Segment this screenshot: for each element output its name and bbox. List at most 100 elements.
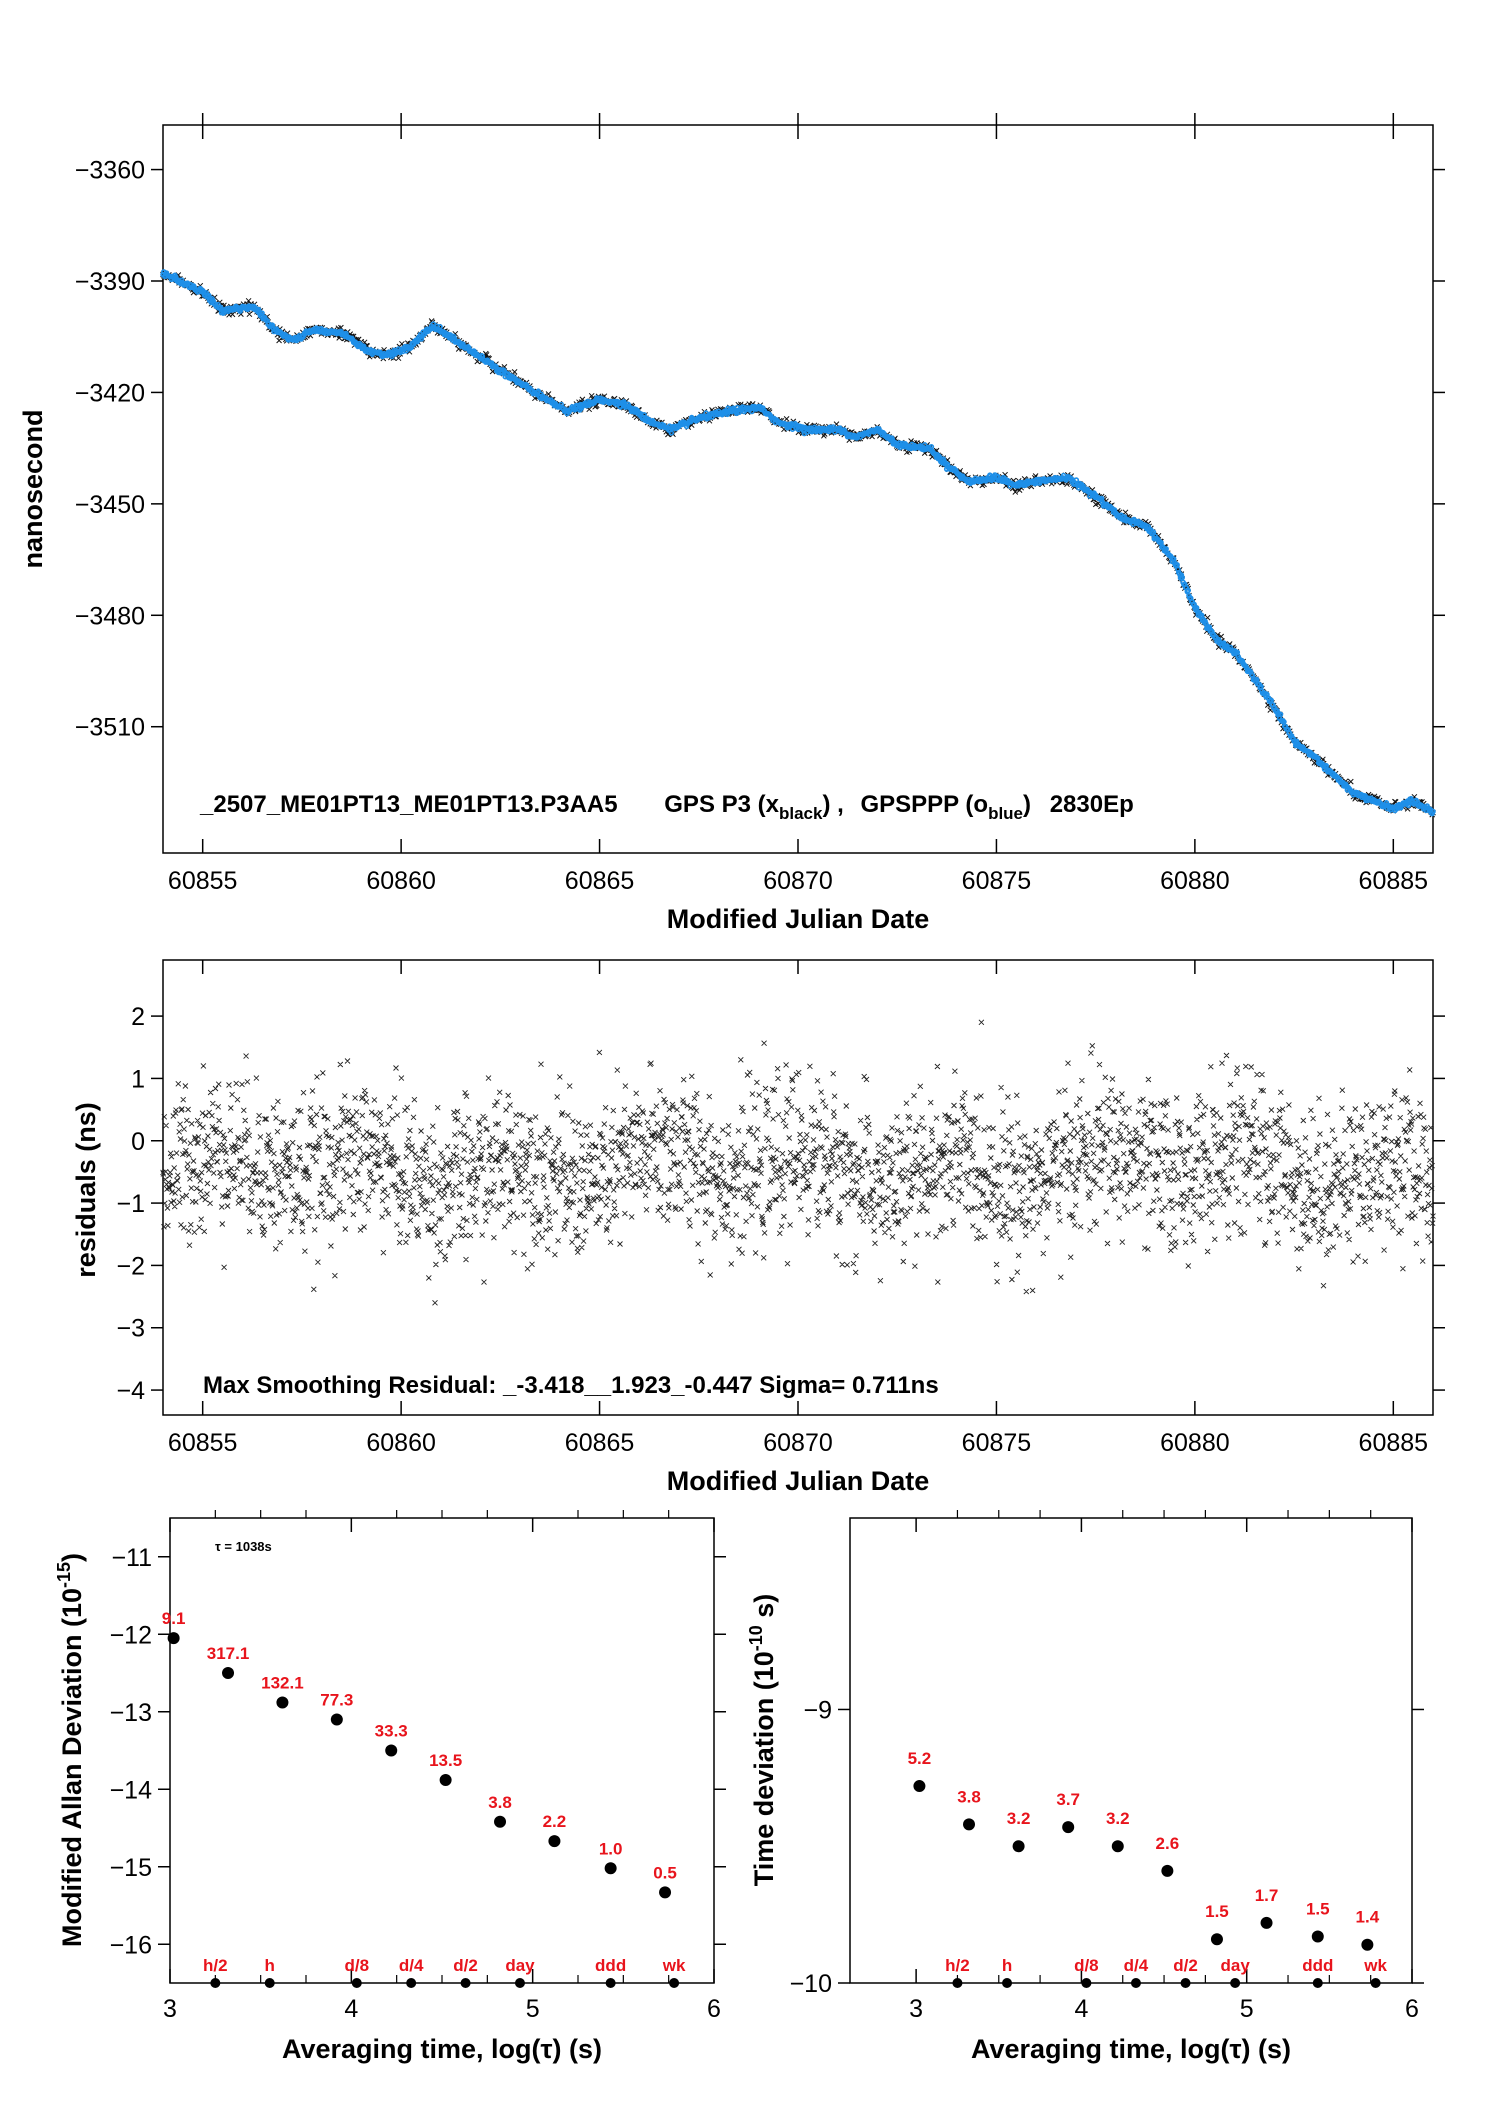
panel3-deviation-point	[548, 1835, 561, 1848]
panel1-ylabel: nanosecond	[18, 409, 48, 568]
panel3-ytick-label: −11	[111, 1544, 152, 1572]
panel3-reference-label: d/8	[344, 1956, 369, 1975]
panel4-ylabel: Time deviation (10-10 s)	[746, 1594, 779, 1887]
panel3-point-label: 77.3	[320, 1691, 353, 1710]
panel2-xtick-label: 60870	[763, 1429, 833, 1457]
panel3-deviation-point	[330, 1713, 343, 1726]
panel2-xtick-label: 60865	[565, 1429, 635, 1457]
panel4-reference-mark	[952, 1978, 963, 1988]
panel3-reference-mark	[514, 1978, 525, 1988]
panel2-ytick-label: −1	[116, 1190, 145, 1218]
panel1-series-blue-marks	[160, 269, 1436, 817]
panel1-epochs: 2830Ep	[1050, 791, 1134, 818]
panel3-point-label: 13.5	[429, 1751, 462, 1770]
panel1-data-points	[160, 269, 1436, 818]
panel3-deviation-point	[276, 1696, 289, 1709]
panel3-point-label: 1.0	[599, 1839, 623, 1858]
panel4-reference-mark	[1002, 1978, 1013, 1988]
panel4-deviation-point	[1260, 1916, 1273, 1929]
panel4-xtick-label: 6	[1405, 1995, 1419, 2023]
panel3-point-label: 3.8	[488, 1793, 512, 1812]
panel3-point-label: 0.5	[653, 1863, 677, 1882]
panel4-reference-label: h	[1002, 1956, 1012, 1975]
panel3-reference-label: wk	[662, 1956, 686, 1975]
panel1-xtick-label: 60870	[763, 867, 833, 895]
panel1-x-ticks: 60855 60860 60865 60870 60875 60880 60885	[168, 113, 1428, 895]
panel2-xtick-label: 60885	[1359, 1429, 1429, 1457]
panel3-reference-label: d/4	[399, 1956, 424, 1975]
panel1-xtick-label: 60880	[1160, 867, 1230, 895]
panel4-deviation-point	[1012, 1840, 1025, 1853]
panel4-point-label: 3.2	[1106, 1809, 1130, 1828]
panel3-xtick-label: 6	[707, 1995, 721, 2023]
panel3-data-points: 9.1 317.1 132.1 77.3 33.3 13.5 3.8 2.2 1.0 0.5 h/2…	[162, 1609, 686, 1988]
panel-residuals: 60855 60860 60865 60870 60875 60880 60885 2 1 0 −…	[71, 959, 1445, 1496]
panel4-reference-mark	[1312, 1978, 1323, 1988]
panel4-reference-mark	[1230, 1978, 1241, 1988]
panel4-deviation-point	[1161, 1864, 1174, 1877]
panel4-point-label: 3.8	[957, 1787, 981, 1806]
panel1-xtick-label: 60875	[962, 867, 1032, 895]
panel2-ytick-label: 2	[131, 1003, 145, 1031]
panel3-ylabel-end: )	[57, 1553, 87, 1562]
panel1-y-ticks: −3360 −3390 −3420 −3450 −3480 −3510	[75, 157, 1445, 742]
panel3-deviation-point	[659, 1886, 672, 1899]
panel4-deviation-point	[1111, 1840, 1124, 1853]
panel3-xlabel: Averaging time, log(τ) (s)	[282, 2034, 602, 2064]
panel4-xtick-label: 3	[909, 1995, 923, 2023]
panel4-point-label: 1.4	[1356, 1908, 1380, 1927]
panel3-point-label: 2.2	[543, 1812, 567, 1831]
panel4-xtick-label: 5	[1240, 1995, 1254, 2023]
panel3-xtick-label: 4	[344, 1995, 358, 2023]
panel3-reference-mark	[210, 1978, 221, 1988]
panel3-ylabel-text: Modified Allan Deviation (10	[57, 1588, 87, 1947]
panel4-deviation-point	[1210, 1933, 1223, 1946]
panel1-frame	[162, 124, 1434, 854]
panel1-series-a: GPS P3 (x	[664, 791, 779, 818]
panel2-ytick-label: 0	[131, 1128, 145, 1156]
panel1-xlabel: Modified Julian Date	[667, 904, 930, 934]
panel1-series-a-end: ) ,	[822, 791, 843, 818]
panel2-annotation: Max Smoothing Residual: _-3.418__1.923_-…	[203, 1372, 939, 1399]
panel2-residual-points	[160, 1019, 1436, 1306]
panel3-ytick-label: −12	[110, 1621, 152, 1649]
panel1-xtick-label: 60860	[366, 867, 436, 895]
panel3-reference-mark	[669, 1978, 680, 1988]
panel2-xtick-label: 60860	[366, 1429, 436, 1457]
panel3-ytick-label: −15	[110, 1854, 152, 1882]
panel3-point-label: 9.1	[162, 1609, 186, 1628]
panel4-ylabel-text: Time deviation (10	[749, 1651, 779, 1886]
panel2-ytick-label: −2	[116, 1252, 145, 1280]
panel1-ytick-label: −3510	[75, 714, 145, 742]
panel4-xlabel: Averaging time, log(τ) (s)	[971, 2034, 1291, 2064]
panel3-deviation-point	[439, 1773, 452, 1786]
panel4-point-label: 1.7	[1255, 1886, 1279, 1905]
panel4-ticks: 3 4 5 6 −9 −10	[790, 1510, 1424, 2023]
panel3-point-label: 132.1	[261, 1673, 304, 1692]
panel4-reference-label: wk	[1363, 1956, 1387, 1975]
panel1-ytick-label: −3450	[75, 491, 145, 519]
panel3-ticks: 3 4 5 6 −11 −12 −13 −14 −15 −16	[110, 1510, 726, 2023]
panel3-deviation-point	[604, 1862, 617, 1875]
panel3-reference-label: h	[265, 1956, 275, 1975]
panel1-series-a-sub: black	[779, 804, 823, 823]
panel3-ytick-label: −13	[110, 1699, 152, 1727]
panel4-ylabel-end: s)	[749, 1594, 779, 1626]
panel4-reference-mark	[1130, 1978, 1141, 1988]
panel4-deviation-point	[1062, 1821, 1075, 1834]
panel2-y-ticks: 2 1 0 −1 −2 −3 −4	[116, 1003, 1445, 1405]
panel2-x-ticks: 60855 60860 60865 60870 60875 60880 60885	[168, 960, 1428, 1457]
panel3-reference-label: h/2	[203, 1956, 228, 1975]
panel4-reference-label: ddd	[1302, 1956, 1333, 1975]
panel1-series-b: GPSPPP (o	[860, 791, 988, 818]
panel4-point-label: 2.6	[1156, 1834, 1180, 1853]
panel3-ylabel-exp: -15	[54, 1562, 74, 1588]
panel4-point-label: 3.2	[1007, 1809, 1031, 1828]
panel4-data-points: 5.2 3.8 3.2 3.7 3.2 2.6 1.5 1.7 1.5 1.4 h/2 h d/8 d/4…	[908, 1749, 1388, 1988]
panel3-reference-mark	[264, 1978, 275, 1988]
panel2-residual-marks	[160, 1019, 1436, 1306]
panel1-series-b-sub: blue	[988, 804, 1023, 823]
panel4-point-label: 5.2	[908, 1749, 932, 1768]
panel3-xtick-label: 3	[163, 1995, 177, 2023]
